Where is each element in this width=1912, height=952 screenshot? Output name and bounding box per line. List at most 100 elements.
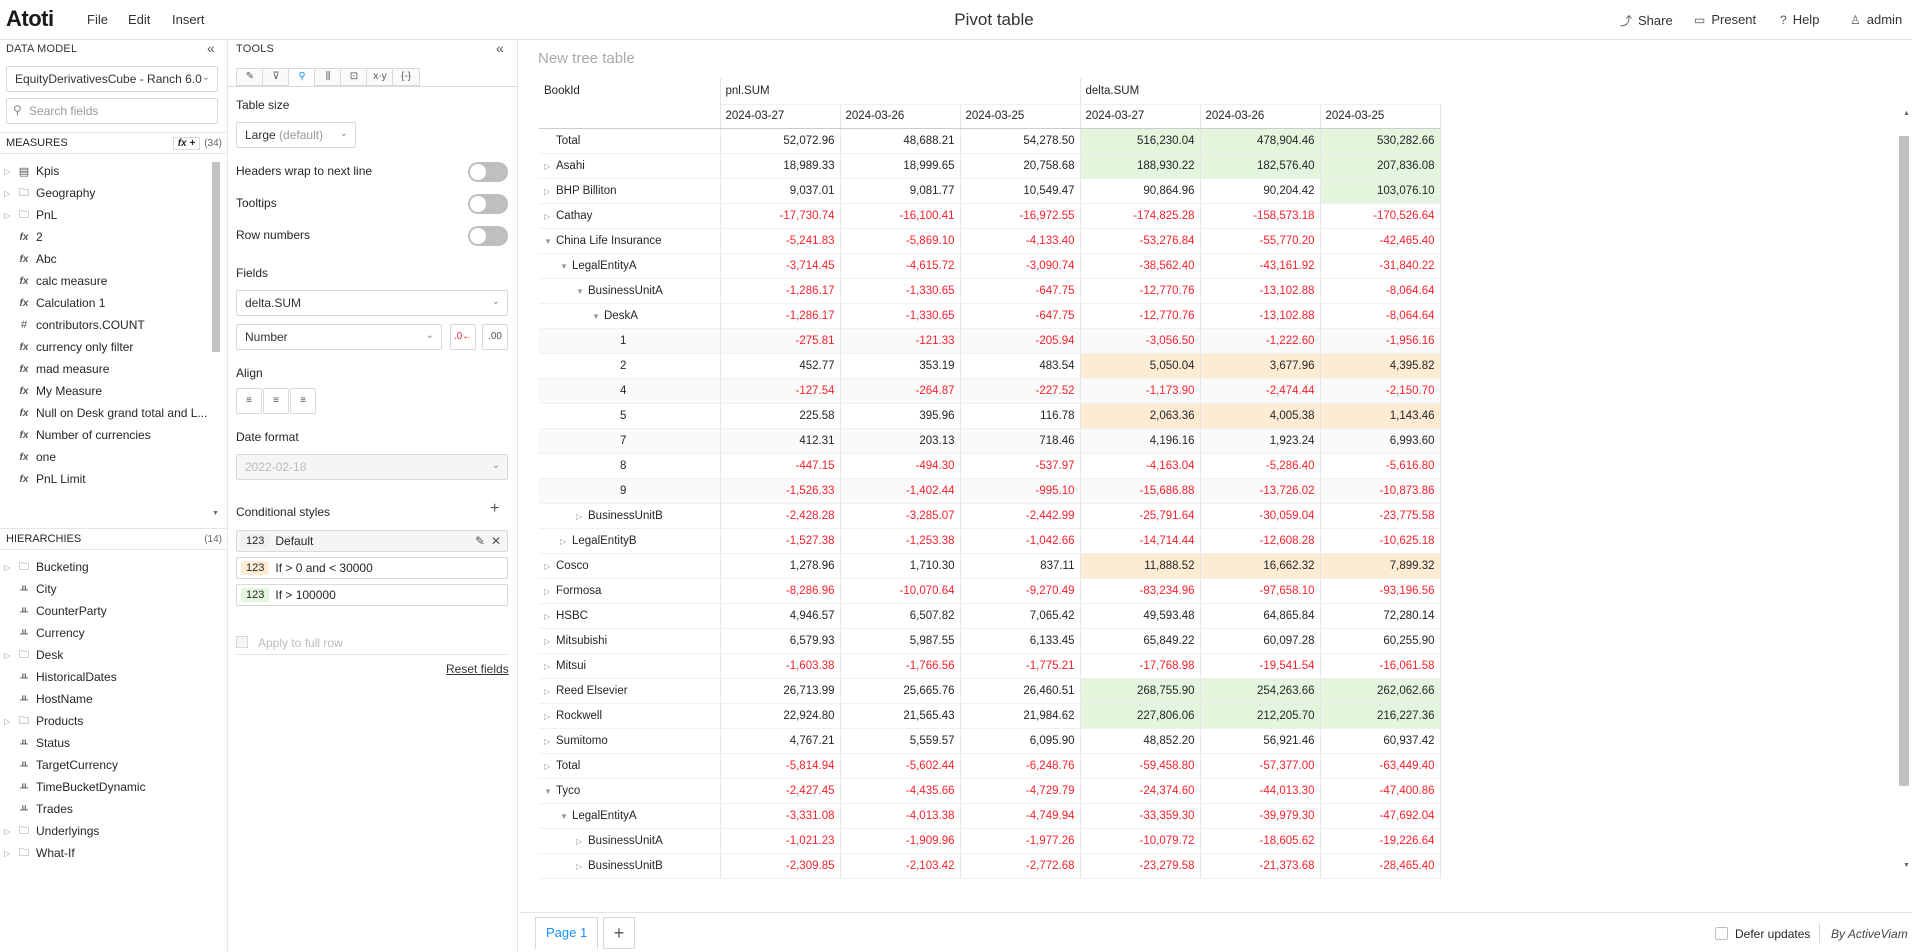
table-cell[interactable]: -14,714.44 — [1080, 528, 1201, 554]
table-cell[interactable]: 103,076.10 — [1320, 178, 1441, 204]
table-cell[interactable]: 7,899.32 — [1320, 553, 1441, 579]
caret-right-icon[interactable]: ▷ — [544, 186, 551, 196]
measure-item[interactable]: fx Null on Desk grand total and L... — [4, 402, 208, 424]
caret-right-icon[interactable]: ▷ — [576, 861, 583, 871]
caret-right-icon[interactable]: ▷ — [544, 161, 551, 171]
caret-right-icon[interactable]: ▷ — [544, 686, 551, 696]
table-cell[interactable]: 48,852.20 — [1080, 728, 1201, 754]
table-cell[interactable]: -1,909.96 — [840, 828, 961, 854]
table-cell[interactable]: 60,097.28 — [1200, 628, 1321, 654]
caret-right-icon[interactable]: ▷ — [4, 848, 11, 858]
table-cell[interactable]: -1,956.16 — [1320, 328, 1441, 354]
table-cell[interactable]: 72,280.14 — [1320, 603, 1441, 629]
row-header-cell[interactable]: ▷ Cathay — [539, 203, 721, 229]
table-cell[interactable]: -16,972.55 — [960, 203, 1081, 229]
scroll-down-icon[interactable]: ▼ — [212, 510, 219, 517]
table-cell[interactable]: -8,064.64 — [1320, 303, 1441, 329]
row-header-cell[interactable]: Total — [539, 128, 721, 154]
table-cell[interactable]: -83,234.96 — [1080, 578, 1201, 604]
table-cell[interactable]: -5,241.83 — [720, 228, 841, 254]
table-cell[interactable]: -2,150.70 — [1320, 378, 1441, 404]
table-cell[interactable]: -1,402.44 — [840, 478, 961, 504]
date-column-header[interactable]: 2024-03-25 — [1320, 104, 1441, 129]
row-header-cell[interactable]: ▷ Rockwell — [539, 703, 721, 729]
table-cell[interactable]: -3,090.74 — [960, 253, 1081, 279]
caret-right-icon[interactable]: ▷ — [4, 826, 11, 836]
add-conditional-style-icon[interactable]: + — [490, 500, 500, 517]
table-cell[interactable]: -12,608.28 — [1200, 528, 1321, 554]
menu-edit[interactable]: Edit — [128, 12, 151, 27]
table-cell[interactable]: -16,100.41 — [840, 203, 961, 229]
measure-item[interactable]: fx currency only filter — [4, 336, 208, 358]
table-cell[interactable]: 452.77 — [720, 353, 841, 379]
table-cell[interactable]: 5,987.55 — [840, 628, 961, 654]
hierarchy-item[interactable]: ᚇ TargetCurrency — [4, 754, 214, 776]
table-cell[interactable]: -63,449.40 — [1320, 753, 1441, 779]
edit-tab[interactable]: ✎ — [236, 68, 264, 86]
caret-right-icon[interactable]: ▷ — [544, 661, 551, 671]
caret-right-icon[interactable]: ▷ — [4, 166, 11, 176]
table-cell[interactable]: 54,278.50 — [960, 128, 1081, 154]
table-cell[interactable]: -1,173.90 — [1080, 378, 1201, 404]
table-cell[interactable]: -44,013.30 — [1200, 778, 1321, 804]
measure-item[interactable]: ▷ ▤ Kpis — [4, 160, 208, 182]
table-cell[interactable]: 1,923.24 — [1200, 428, 1321, 454]
table-cell[interactable]: 262,062.66 — [1320, 678, 1441, 704]
table-cell[interactable]: -647.75 — [960, 303, 1081, 329]
table-cell[interactable]: -4,749.94 — [960, 803, 1081, 829]
table-cell[interactable]: -5,616.80 — [1320, 453, 1441, 479]
hierarchy-item[interactable]: ▷ 🗀 Products — [4, 710, 214, 732]
table-cell[interactable]: 48,688.21 — [840, 128, 961, 154]
table-cell[interactable]: 5,559.57 — [840, 728, 961, 754]
table-cell[interactable]: -1,042.66 — [960, 528, 1081, 554]
table-cell[interactable]: 49,593.48 — [1080, 603, 1201, 629]
scroll-up-icon[interactable]: ▲ — [1903, 110, 1910, 117]
decrease-decimals-button[interactable]: .0← — [450, 324, 476, 350]
apply-full-row-checkbox[interactable] — [236, 636, 248, 648]
table-cell[interactable]: -4,013.38 — [840, 803, 961, 829]
table-cell[interactable]: -21,373.68 — [1200, 853, 1321, 879]
table-cell[interactable]: -13,102.88 — [1200, 278, 1321, 304]
user-menu[interactable]: ♙ admin — [1850, 12, 1902, 27]
field-select[interactable]: delta.SUM ⌄ — [236, 290, 508, 316]
table-cell[interactable]: -4,435.66 — [840, 778, 961, 804]
hierarchy-item[interactable]: ᚇ HostName — [4, 688, 214, 710]
caret-right-icon[interactable]: ▷ — [544, 611, 551, 621]
table-cell[interactable]: 718.46 — [960, 428, 1081, 454]
table-size-select[interactable]: Large (default) ⌄ — [236, 122, 356, 148]
table-cell[interactable]: -10,625.18 — [1320, 528, 1441, 554]
table-cell[interactable]: -38,562.40 — [1080, 253, 1201, 279]
table-cell[interactable]: 9,081.77 — [840, 178, 961, 204]
row-header-cell[interactable]: 2 — [539, 353, 721, 379]
table-cell[interactable]: 6,095.90 — [960, 728, 1081, 754]
table-cell[interactable]: -10,873.86 — [1320, 478, 1441, 504]
table-cell[interactable]: 188,930.22 — [1080, 153, 1201, 179]
table-cell[interactable]: -2,427.45 — [720, 778, 841, 804]
row-numbers-toggle[interactable] — [468, 226, 508, 246]
table-cell[interactable]: 227,806.06 — [1080, 703, 1201, 729]
table-cell[interactable]: 21,984.62 — [960, 703, 1081, 729]
table-cell[interactable]: 216,227.36 — [1320, 703, 1441, 729]
table-cell[interactable]: 56,921.46 — [1200, 728, 1321, 754]
table-cell[interactable]: 353.19 — [840, 353, 961, 379]
align-left-button[interactable]: ≡ — [236, 388, 262, 414]
table-cell[interactable]: -33,359.30 — [1080, 803, 1201, 829]
mdx-tab[interactable]: {-} — [392, 68, 420, 86]
table-cell[interactable]: -3,056.50 — [1080, 328, 1201, 354]
hierarchy-item[interactable]: ᚇ Trades — [4, 798, 214, 820]
date-column-header[interactable]: 2024-03-27 — [720, 104, 841, 129]
row-header-cell[interactable]: 1 — [539, 328, 721, 354]
table-cell[interactable]: -13,102.88 — [1200, 303, 1321, 329]
row-header-cell[interactable]: ▷ Formosa — [539, 578, 721, 604]
table-cell[interactable]: 11,888.52 — [1080, 553, 1201, 579]
image-tab[interactable]: ⊡ — [340, 68, 368, 86]
hierarchy-item[interactable]: ᚇ CounterParty — [4, 600, 214, 622]
table-cell[interactable]: -1,526.33 — [720, 478, 841, 504]
table-cell[interactable]: -18,605.62 — [1200, 828, 1321, 854]
table-cell[interactable]: -24,374.60 — [1080, 778, 1201, 804]
table-cell[interactable]: 90,204.42 — [1200, 178, 1321, 204]
table-cell[interactable]: -227.52 — [960, 378, 1081, 404]
table-cell[interactable]: -23,775.58 — [1320, 503, 1441, 529]
caret-right-icon[interactable]: ▷ — [576, 511, 583, 521]
table-cell[interactable]: 5,050.04 — [1080, 353, 1201, 379]
